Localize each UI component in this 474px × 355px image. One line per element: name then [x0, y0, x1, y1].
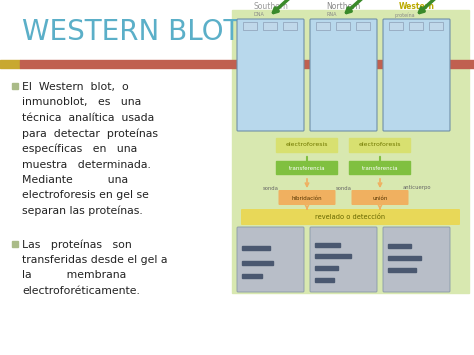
- Bar: [276, 161, 337, 174]
- Text: la          membrana: la membrana: [22, 271, 126, 280]
- Bar: [388, 268, 416, 272]
- Bar: [317, 22, 330, 30]
- Text: inmunoblot,   es   una: inmunoblot, es una: [22, 98, 141, 108]
- Text: para  detectar  proteínas: para detectar proteínas: [22, 129, 158, 139]
- FancyBboxPatch shape: [237, 227, 304, 292]
- Text: DNA: DNA: [253, 12, 264, 17]
- Bar: [244, 22, 257, 30]
- Bar: [264, 22, 277, 30]
- Text: Las   proteínas   son: Las proteínas son: [22, 240, 132, 250]
- Bar: [429, 22, 444, 30]
- Bar: [356, 22, 371, 30]
- Bar: [232, 10, 469, 293]
- FancyBboxPatch shape: [237, 19, 304, 131]
- Text: electroforesis: electroforesis: [286, 142, 328, 147]
- Text: El  Western  blot,  o: El Western blot, o: [22, 82, 129, 92]
- Text: Southern: Southern: [253, 2, 288, 11]
- Text: transferencia: transferencia: [362, 165, 398, 170]
- Bar: [12, 83, 18, 89]
- Text: muestra   determinada.: muestra determinada.: [22, 159, 151, 169]
- FancyBboxPatch shape: [383, 227, 450, 292]
- Bar: [388, 244, 411, 248]
- Bar: [349, 161, 410, 174]
- Bar: [315, 254, 351, 258]
- FancyBboxPatch shape: [383, 19, 450, 131]
- Text: WESTERN BLOT: WESTERN BLOT: [22, 18, 240, 46]
- Text: hibridación: hibridación: [292, 196, 322, 201]
- Text: electroforesis en gel se: electroforesis en gel se: [22, 191, 149, 201]
- Text: transferidas desde el gel a: transferidas desde el gel a: [22, 255, 167, 265]
- Bar: [283, 22, 298, 30]
- Text: electroforesis: electroforesis: [359, 142, 401, 147]
- Bar: [315, 243, 340, 247]
- Bar: [410, 22, 423, 30]
- Text: electroforéticamente.: electroforéticamente.: [22, 286, 140, 296]
- Text: unión: unión: [372, 196, 388, 201]
- Text: proteína: proteína: [394, 12, 415, 17]
- Text: Mediante          una: Mediante una: [22, 175, 128, 185]
- Text: técnica  analítica  usada: técnica analítica usada: [22, 113, 154, 123]
- Bar: [337, 22, 350, 30]
- Bar: [242, 246, 270, 250]
- Text: separan las proteínas.: separan las proteínas.: [22, 206, 143, 217]
- FancyBboxPatch shape: [352, 190, 409, 205]
- Bar: [315, 278, 334, 282]
- Text: específicas   en   una: específicas en una: [22, 144, 137, 154]
- Bar: [0, 60, 20, 68]
- Bar: [388, 256, 421, 260]
- FancyBboxPatch shape: [310, 227, 377, 292]
- FancyBboxPatch shape: [241, 209, 460, 225]
- Text: anticuerpo: anticuerpo: [402, 186, 431, 191]
- Bar: [390, 22, 403, 30]
- Text: Western: Western: [399, 2, 435, 11]
- Bar: [12, 240, 18, 246]
- FancyBboxPatch shape: [310, 19, 377, 131]
- Bar: [315, 266, 338, 269]
- Bar: [242, 274, 263, 278]
- Text: sonda: sonda: [263, 186, 278, 191]
- Bar: [20, 60, 474, 68]
- Bar: [242, 261, 273, 264]
- Text: revelado o detección: revelado o detección: [315, 214, 385, 220]
- Bar: [276, 138, 337, 152]
- Text: RNA: RNA: [326, 12, 337, 17]
- Text: transferencia: transferencia: [289, 165, 325, 170]
- Bar: [349, 138, 410, 152]
- Text: Northern: Northern: [327, 2, 361, 11]
- FancyBboxPatch shape: [279, 190, 336, 205]
- Text: sonda: sonda: [336, 186, 351, 191]
